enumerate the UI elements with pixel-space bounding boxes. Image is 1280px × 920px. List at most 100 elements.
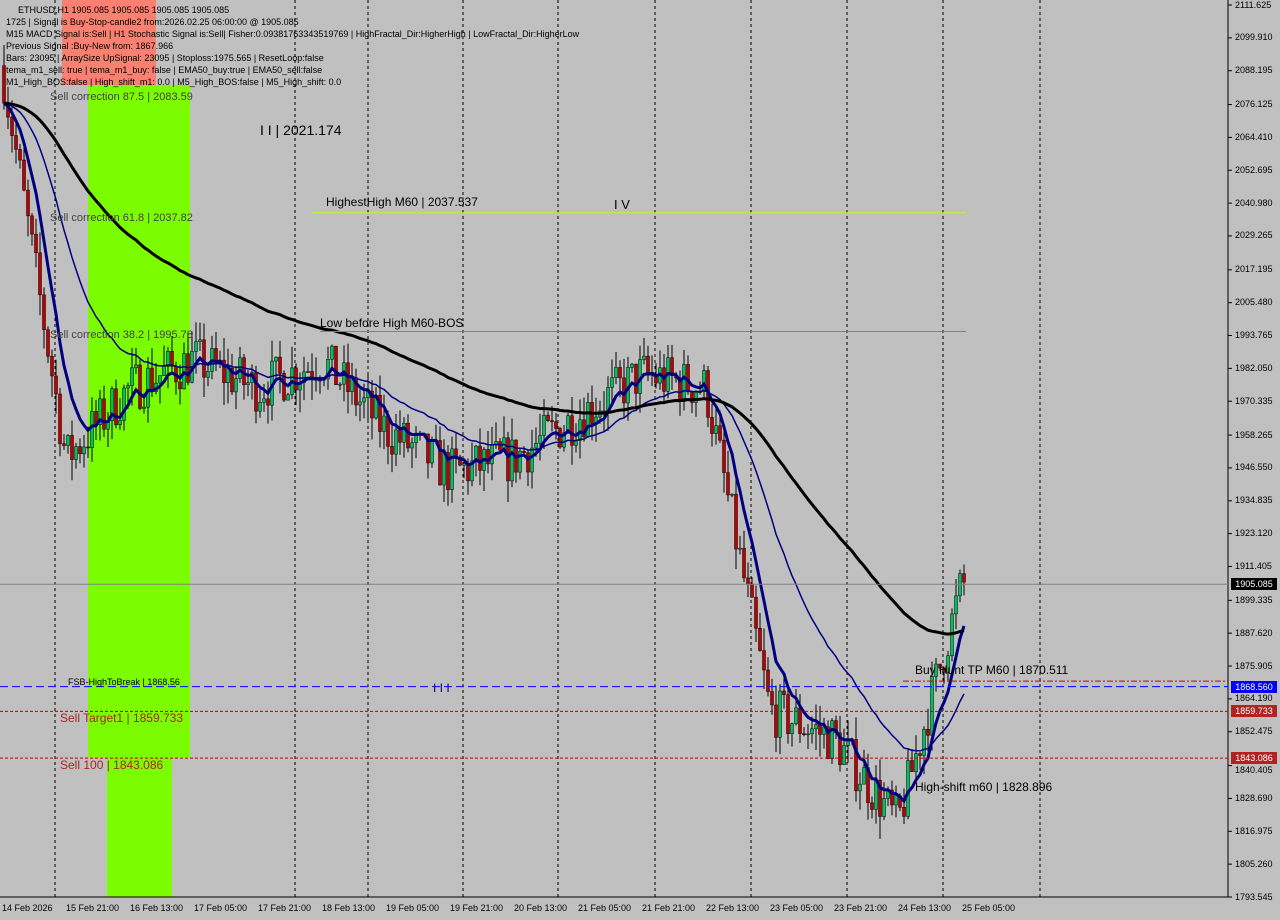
candle-body [562, 432, 566, 448]
y-tick-label: 1816.975 [1235, 825, 1273, 836]
x-tick-label: 14 Feb 2026 [2, 903, 53, 913]
y-tick-label: 2111.625 [1235, 0, 1272, 10]
candle-body [758, 627, 762, 651]
candle-body [70, 435, 74, 460]
candle-body [294, 367, 298, 391]
candle-body [554, 421, 558, 429]
y-tick-label: 1887.620 [1235, 627, 1273, 638]
candle-body [558, 428, 562, 448]
x-tick-label: 19 Feb 21:00 [450, 903, 504, 913]
ema-fast-line [3, 101, 966, 804]
candle-body [870, 802, 874, 810]
candle-body [38, 252, 42, 296]
candle-body [734, 493, 738, 550]
y-tick-label: 2076.125 [1235, 99, 1273, 110]
x-tick-label: 20 Feb 13:00 [514, 903, 568, 913]
candle-body [926, 728, 930, 736]
y-tick-label: 2005.480 [1235, 297, 1273, 308]
candle-body [50, 356, 54, 377]
candle-body [954, 595, 958, 615]
candle-body [178, 381, 182, 390]
candle-body [246, 382, 250, 385]
candle-body [78, 446, 82, 455]
candle-body [714, 425, 718, 434]
candle-body [550, 420, 554, 423]
candle-body [166, 351, 170, 367]
candle-body [586, 402, 590, 438]
candle-body [194, 341, 198, 352]
candle-body [370, 390, 374, 419]
candle-body [538, 435, 542, 444]
candle-body [262, 398, 266, 403]
candle-body [486, 449, 490, 465]
candle-body [922, 728, 926, 756]
candle-body [286, 394, 290, 401]
candle-body [730, 493, 734, 496]
candle-body [934, 663, 938, 677]
candle-body [794, 707, 798, 724]
y-tick-label: 1958.265 [1235, 429, 1273, 440]
y-tick-label: 1899.335 [1235, 594, 1273, 605]
candle-body [578, 419, 582, 441]
sell-correction-875-label: Sell correction 87.5 | 2083.59 [50, 91, 193, 103]
candle-body [762, 650, 766, 671]
candle-body [86, 446, 90, 449]
candle-body [402, 422, 406, 443]
candle-body [54, 375, 58, 395]
candle-body [330, 345, 334, 360]
candle-body [882, 798, 886, 817]
y-tick-label: 2017.195 [1235, 264, 1273, 275]
candle-body [90, 411, 94, 448]
price-tag: 1859.733 [1231, 705, 1277, 718]
candle-body [818, 724, 822, 735]
candle-body [534, 442, 538, 449]
candle-body [122, 387, 126, 421]
candle-body [742, 547, 746, 579]
y-tick-label: 1875.905 [1235, 660, 1273, 671]
sell-zone-lower [107, 757, 172, 897]
candle-body [34, 233, 38, 254]
info-line: tema_m1_sell: true | tema_m1_buy: false … [6, 65, 323, 75]
candle-body [770, 691, 774, 706]
candle-body [570, 415, 574, 446]
y-tick-label: 1864.190 [1235, 693, 1273, 704]
candle-body [738, 547, 742, 550]
candle-body [854, 739, 858, 792]
candle-body [58, 393, 62, 444]
candle-body [138, 364, 142, 409]
candle-body [522, 451, 526, 453]
y-tick-label: 1852.475 [1235, 726, 1273, 737]
y-tick-label: 1840.405 [1235, 765, 1273, 776]
candle-body [726, 472, 730, 496]
candle-body [838, 732, 842, 765]
candle-body [126, 385, 130, 389]
candle-body [134, 364, 138, 369]
x-tick-label: 23 Feb 05:00 [770, 903, 824, 913]
candle-body [358, 401, 362, 406]
y-tick-label: 1911.405 [1235, 560, 1272, 571]
highest-high-label: HighestHigh M60 | 2037.537 [326, 195, 478, 209]
candle-body [30, 215, 34, 235]
ema-mid-line [3, 102, 965, 752]
wave-4-label: I V [614, 197, 630, 212]
fsb-label: FSB-HighToBreak | 1868.56 [68, 677, 180, 687]
candle-body [278, 356, 282, 374]
candle-body [778, 690, 782, 738]
sell-correction-382-label: Sell correction 38.2 | 1995.78 [50, 329, 193, 341]
y-tick-label: 1934.835 [1235, 495, 1273, 506]
candle-body [826, 726, 830, 759]
candle-body [510, 439, 514, 482]
candle-body [722, 439, 726, 473]
candle-body [22, 159, 26, 191]
candle-body [902, 806, 906, 817]
candle-body [670, 357, 674, 376]
candle-body [326, 359, 330, 380]
info-line: M1_High_BOS:false | High_shift_m1: 0.0 |… [6, 77, 342, 87]
candle-body [958, 573, 962, 597]
price-tag: 1868.560 [1231, 680, 1277, 693]
info-line: M15 MACD Signal is:Sell | H1 Stochastic … [6, 29, 580, 39]
symbol-line: ETHUSD,H1 1905.085 1905.085 1905.085 190… [18, 5, 230, 15]
x-tick-label: 22 Feb 13:00 [706, 903, 760, 913]
candle-body [82, 446, 86, 455]
